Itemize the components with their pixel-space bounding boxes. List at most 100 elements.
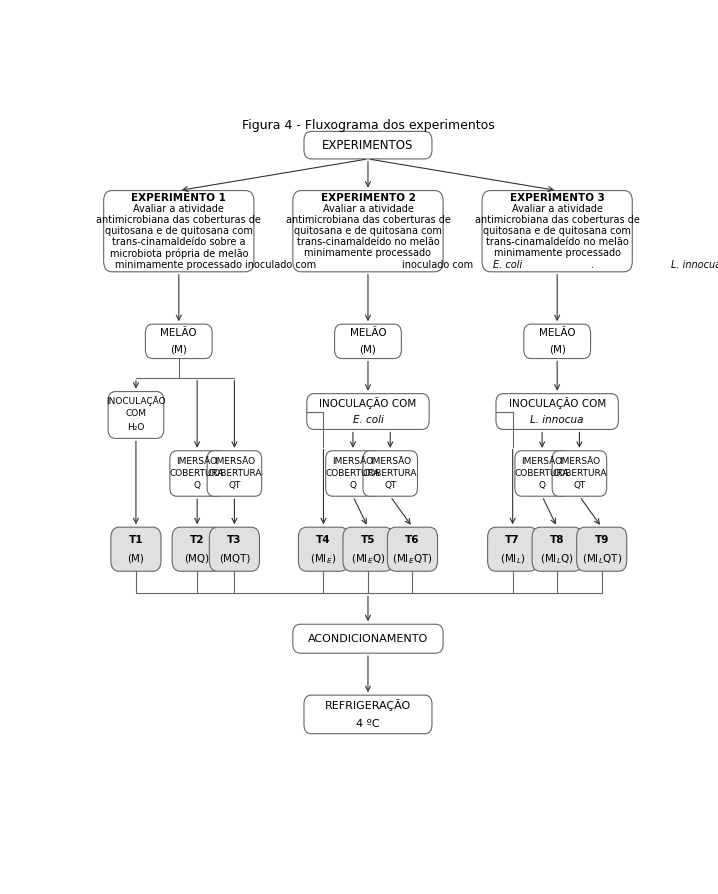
FancyBboxPatch shape — [363, 451, 417, 496]
Text: QT: QT — [573, 481, 586, 491]
FancyBboxPatch shape — [208, 451, 261, 496]
Text: INOCULAÇÃO COM: INOCULAÇÃO COM — [508, 397, 606, 409]
FancyBboxPatch shape — [304, 696, 432, 734]
Text: INOCULAÇÃO COM: INOCULAÇÃO COM — [320, 397, 416, 409]
FancyBboxPatch shape — [515, 451, 569, 496]
FancyBboxPatch shape — [293, 624, 443, 654]
Text: Q: Q — [194, 481, 200, 491]
Text: minimamente processado: minimamente processado — [494, 249, 620, 258]
Text: L. innocua: L. innocua — [531, 415, 584, 425]
Text: T9: T9 — [595, 535, 609, 544]
FancyBboxPatch shape — [482, 190, 633, 272]
Text: (M): (M) — [360, 344, 376, 355]
Text: antimicrobiana das coberturas de: antimicrobiana das coberturas de — [475, 215, 640, 225]
Text: Avaliar a atividade: Avaliar a atividade — [512, 204, 602, 214]
Text: 4 ºC: 4 ºC — [356, 719, 380, 730]
Text: (MQ): (MQ) — [185, 554, 210, 564]
Text: quitosana e de quitosana com: quitosana e de quitosana com — [105, 226, 253, 236]
Text: Q: Q — [350, 481, 356, 491]
Text: INOCULAÇÃO: INOCULAÇÃO — [106, 396, 166, 406]
Text: T5: T5 — [360, 535, 376, 544]
Text: MELÃO: MELÃO — [538, 328, 576, 338]
Text: E. coli: E. coli — [493, 259, 522, 270]
Text: T7: T7 — [505, 535, 520, 544]
Text: inoculado com E. coli.: inoculado com E. coli. — [315, 259, 421, 270]
FancyBboxPatch shape — [299, 527, 348, 571]
Text: (MQT): (MQT) — [219, 554, 250, 564]
Text: EXPERIMENTO 3: EXPERIMENTO 3 — [510, 193, 605, 203]
Text: inoculado com: inoculado com — [402, 259, 477, 270]
FancyBboxPatch shape — [170, 451, 225, 496]
FancyBboxPatch shape — [532, 527, 582, 571]
FancyBboxPatch shape — [524, 325, 591, 358]
Text: T2: T2 — [190, 535, 205, 544]
Text: (M): (M) — [170, 344, 187, 355]
Text: IMERSÃO: IMERSÃO — [214, 457, 255, 466]
Text: E. coli: E. coli — [353, 415, 383, 425]
FancyBboxPatch shape — [335, 325, 401, 358]
FancyBboxPatch shape — [577, 527, 627, 571]
FancyBboxPatch shape — [304, 131, 432, 159]
Text: (MI$_{L}$QT): (MI$_{L}$QT) — [582, 552, 622, 566]
FancyBboxPatch shape — [307, 393, 429, 429]
Text: IMERSÃO: IMERSÃO — [521, 457, 563, 466]
Text: inoculado com: inoculado com — [245, 259, 320, 270]
Text: (MI$_{L}$): (MI$_{L}$) — [500, 552, 526, 566]
Text: Avaliar a atividade: Avaliar a atividade — [322, 204, 414, 214]
Text: T3: T3 — [227, 535, 242, 544]
Text: IMERSÃO: IMERSÃO — [559, 457, 600, 466]
Text: microbiota própria de melão: microbiota própria de melão — [110, 249, 248, 258]
Text: T1: T1 — [129, 535, 143, 544]
Text: COBERTURA: COBERTURA — [363, 469, 417, 478]
Text: IMERSÃO: IMERSÃO — [177, 457, 218, 466]
FancyBboxPatch shape — [293, 190, 443, 272]
FancyBboxPatch shape — [388, 527, 437, 571]
FancyBboxPatch shape — [145, 325, 213, 358]
Text: L. innocua: L. innocua — [671, 259, 718, 270]
FancyBboxPatch shape — [108, 392, 164, 438]
Text: COBERTURA: COBERTURA — [326, 469, 381, 478]
FancyBboxPatch shape — [210, 527, 259, 571]
Text: (M): (M) — [128, 554, 144, 564]
Text: IMERSÃO: IMERSÃO — [332, 457, 373, 466]
Text: Avaliar a atividade: Avaliar a atividade — [134, 204, 224, 214]
Text: (MI$_{E}$Q): (MI$_{E}$Q) — [351, 552, 385, 566]
Text: (MI$_{E}$): (MI$_{E}$) — [310, 552, 337, 566]
Text: .: . — [592, 259, 595, 270]
Text: trans-cinamaldeído no melão: trans-cinamaldeído no melão — [297, 237, 439, 248]
FancyBboxPatch shape — [488, 527, 538, 571]
Text: Figura 4 - Fluxograma dos experimentos: Figura 4 - Fluxograma dos experimentos — [241, 119, 495, 131]
Text: inoculado com L. innocua.: inoculado com L. innocua. — [493, 259, 621, 270]
Text: H₂O: H₂O — [127, 423, 144, 432]
FancyBboxPatch shape — [103, 190, 254, 272]
FancyBboxPatch shape — [111, 527, 161, 571]
Text: trans-cinamaldeído no melão: trans-cinamaldeído no melão — [486, 237, 628, 248]
Text: MELÃO: MELÃO — [160, 328, 197, 338]
Text: Q: Q — [538, 481, 546, 491]
Text: QT: QT — [384, 481, 396, 491]
Text: ACONDICIONAMENTO: ACONDICIONAMENTO — [308, 634, 428, 644]
FancyBboxPatch shape — [496, 393, 618, 429]
Text: REFRIGERAÇÃO: REFRIGERAÇÃO — [325, 699, 411, 711]
Text: COBERTURA: COBERTURA — [170, 469, 225, 478]
Text: quitosana e de quitosana com: quitosana e de quitosana com — [483, 226, 631, 236]
Text: IMERSÃO: IMERSÃO — [370, 457, 411, 466]
Text: antimicrobiana das coberturas de: antimicrobiana das coberturas de — [96, 215, 261, 225]
Text: quitosana e de quitosana com: quitosana e de quitosana com — [294, 226, 442, 236]
Text: minimamente processado: minimamente processado — [304, 249, 432, 258]
Text: MELÃO: MELÃO — [350, 328, 386, 338]
Text: trans-cinamaldeído sobre a: trans-cinamaldeído sobre a — [112, 237, 246, 248]
FancyBboxPatch shape — [172, 527, 222, 571]
Text: minimamente processado: minimamente processado — [116, 259, 242, 270]
Text: EXPERIMENTO 2: EXPERIMENTO 2 — [320, 193, 416, 203]
Text: (M): (M) — [549, 344, 566, 355]
Text: EXPERIMENTO 1: EXPERIMENTO 1 — [131, 193, 226, 203]
Text: COBERTURA: COBERTURA — [552, 469, 607, 478]
Text: COBERTURA: COBERTURA — [515, 469, 569, 478]
Text: COBERTURA: COBERTURA — [208, 469, 261, 478]
Text: antimicrobiana das coberturas de: antimicrobiana das coberturas de — [286, 215, 450, 225]
Text: (MI$_{L}$Q): (MI$_{L}$Q) — [540, 552, 574, 566]
Text: T8: T8 — [550, 535, 564, 544]
FancyBboxPatch shape — [343, 527, 393, 571]
FancyBboxPatch shape — [326, 451, 381, 496]
